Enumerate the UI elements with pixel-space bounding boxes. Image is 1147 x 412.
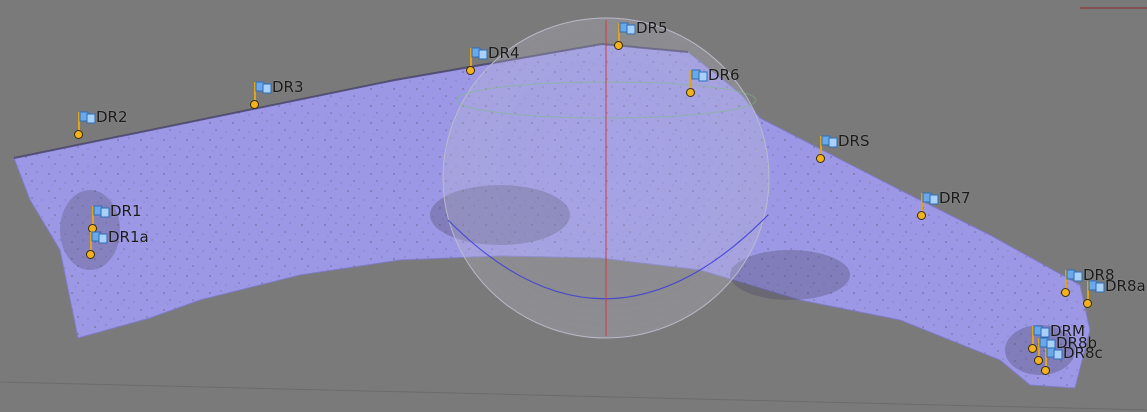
marker-point[interactable]	[1082, 298, 1092, 308]
flag-icon	[91, 229, 108, 244]
dense-region	[730, 250, 850, 300]
marker-pole	[78, 112, 80, 130]
flag-icon	[1033, 323, 1050, 338]
marker-point[interactable]	[1060, 287, 1070, 297]
flag-icon	[1039, 335, 1056, 350]
marker-label: DR1a	[108, 228, 149, 246]
flag-icon	[1046, 345, 1063, 360]
flag-icon	[93, 203, 110, 218]
marker-label: DR1	[110, 202, 142, 220]
marker-point[interactable]	[1040, 365, 1050, 375]
marker-pole	[254, 82, 256, 100]
marker-label: DRM	[1050, 322, 1085, 340]
marker-pole	[618, 23, 620, 41]
marker-label: DR7	[939, 189, 971, 207]
marker-pole	[921, 193, 923, 211]
flag-icon	[79, 109, 96, 124]
marker-label: DR4	[488, 44, 520, 62]
marker-point[interactable]	[73, 129, 83, 139]
marker-pole	[1032, 326, 1034, 344]
marker-pole	[1065, 270, 1067, 288]
marker-pole	[92, 206, 94, 224]
ground-line	[0, 381, 1147, 411]
marker-pole	[1087, 281, 1089, 299]
marker-label: DR8a	[1105, 277, 1146, 295]
marker-point[interactable]	[1027, 343, 1037, 353]
marker-label: DR8b	[1056, 334, 1098, 352]
marker-pole	[690, 70, 692, 88]
marker-label: DR5	[636, 19, 668, 37]
marker-point[interactable]	[85, 249, 95, 259]
sphere-blue-ring	[447, 214, 769, 300]
marker-pole	[1038, 338, 1040, 356]
marker-label: DR8c	[1063, 344, 1103, 362]
marker-point[interactable]	[465, 65, 475, 75]
marker-label: DR6	[708, 66, 740, 84]
marker-label: DR2	[96, 108, 128, 126]
marker-label: DR8	[1083, 266, 1115, 284]
dense-region	[1005, 325, 1075, 375]
flag-icon	[1066, 267, 1083, 282]
marker-point[interactable]	[1033, 355, 1043, 365]
marker-pole	[1045, 348, 1047, 366]
marker-point[interactable]	[685, 87, 695, 97]
marker-label: DR3	[272, 78, 304, 96]
flag-icon	[255, 79, 272, 94]
marker-point[interactable]	[613, 40, 623, 50]
marker-point[interactable]	[916, 210, 926, 220]
marker-point[interactable]	[815, 153, 825, 163]
marker-point[interactable]	[249, 99, 259, 109]
flag-icon	[619, 20, 636, 35]
flag-icon	[691, 67, 708, 82]
marker-pole	[470, 48, 472, 66]
marker-pole	[90, 232, 92, 250]
flag-icon	[1088, 278, 1105, 293]
flag-icon	[471, 45, 488, 60]
marker-label: DRS	[838, 132, 870, 150]
marker-pole	[820, 136, 822, 154]
flag-icon	[922, 190, 939, 205]
flag-icon	[821, 133, 838, 148]
